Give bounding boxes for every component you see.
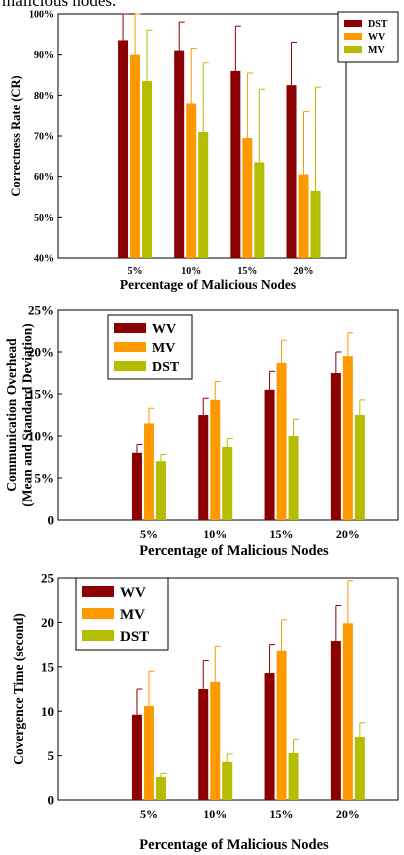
- bar-wv: [198, 689, 209, 800]
- bar-dst: [155, 461, 166, 520]
- legend-label: WV: [368, 32, 386, 43]
- bar-mv: [342, 623, 353, 800]
- y-axis-label: Communication Overhead(Mean and Standard…: [4, 323, 35, 506]
- y-axis-label: Covergence Time (second): [11, 613, 26, 765]
- legend-swatch-dst: [82, 630, 114, 641]
- bar-dst: [286, 85, 297, 259]
- x-tick-label: 15%: [270, 807, 294, 821]
- legend-label: WV: [152, 322, 176, 337]
- legend-label: DST: [152, 360, 180, 375]
- x-tick-label: 15%: [237, 266, 257, 277]
- header-text: malicious nodes.: [2, 0, 117, 10]
- bar-wv: [242, 138, 253, 258]
- bar-mv: [198, 131, 209, 258]
- x-axis-label: Percentage of Malicious Nodes: [139, 837, 329, 853]
- bar-wv: [131, 714, 142, 800]
- y-tick-label: 25%: [28, 303, 54, 318]
- y-tick-label: 5: [48, 748, 55, 763]
- x-tick-label: 5%: [140, 807, 158, 821]
- bar-wv: [330, 373, 341, 520]
- x-tick-label: 5%: [128, 266, 143, 277]
- bar-wv: [198, 415, 209, 520]
- y-axis-label-line: (Mean and Standard Deviation): [20, 323, 35, 506]
- y-tick-label: 100%: [29, 10, 54, 21]
- bar-mv: [276, 362, 287, 520]
- bar-wv: [330, 641, 341, 800]
- y-tick-label: 20%: [28, 345, 54, 360]
- y-tick-label: 90%: [34, 50, 54, 61]
- bar-dst: [155, 776, 166, 800]
- bar-dst: [222, 761, 233, 800]
- legend-label: MV: [368, 45, 385, 56]
- bar-wv: [131, 452, 142, 520]
- y-tick-label: 5%: [35, 471, 55, 486]
- x-tick-label: 10%: [203, 807, 227, 821]
- legend-label: DST: [120, 629, 149, 645]
- y-tick-label: 70%: [34, 132, 54, 143]
- x-axis-label: Percentage of Malicious Nodes: [139, 543, 329, 559]
- bar-dst: [118, 40, 129, 258]
- y-tick-label: 15%: [28, 387, 54, 402]
- legend-swatch-dst: [114, 361, 146, 371]
- y-tick-label: 0: [48, 793, 55, 808]
- bar-wv: [264, 673, 275, 800]
- legend-swatch-dst: [344, 20, 362, 27]
- legend-swatch-wv: [82, 586, 114, 597]
- legend-swatch-mv: [82, 608, 114, 619]
- bar-mv: [342, 356, 353, 520]
- bar-wv: [298, 174, 309, 258]
- bar-mv: [142, 81, 153, 258]
- bar-wv: [130, 54, 141, 258]
- x-axis-label: Percentage of Malicious Nodes: [120, 277, 296, 292]
- legend-label: DST: [368, 19, 388, 30]
- x-tick-label: 20%: [294, 266, 314, 277]
- y-tick-label: 25: [41, 571, 55, 586]
- y-tick-label: 60%: [34, 172, 54, 183]
- convergence-time-chart: 0 5 10 15 20 25 5% 10% 15% 20% Percentage of Malic…: [11, 571, 399, 853]
- y-axis-label-line: Covergence Time (second): [11, 613, 26, 765]
- bar-dst: [222, 446, 233, 520]
- y-axis-label-line: Communication Overhead: [4, 338, 19, 492]
- bar-mv: [254, 162, 265, 258]
- y-tick-label: 0: [48, 513, 55, 528]
- legend-swatch-mv: [114, 342, 146, 352]
- y-tick-label: 50%: [34, 213, 54, 224]
- x-tick-label: 20%: [336, 807, 360, 821]
- bar-mv: [210, 681, 221, 800]
- bar-dst: [288, 436, 299, 520]
- x-tick-label: 10%: [181, 266, 201, 277]
- y-axis-label: Correctness Rate (CR): [9, 75, 23, 196]
- bar-dst: [354, 736, 365, 800]
- bar-mv: [310, 190, 321, 258]
- bar-mv: [210, 399, 221, 520]
- x-tick-label: 10%: [203, 527, 227, 541]
- communication-overhead-chart: 0 5% 10% 15% 20% 25% 5% 10% 15% 20% Percentage of …: [4, 303, 399, 559]
- bar-mv: [143, 423, 154, 520]
- y-tick-label: 15: [41, 659, 55, 674]
- x-tick-label: 15%: [270, 527, 294, 541]
- bar-dst: [230, 70, 241, 258]
- bar-wv: [186, 103, 197, 258]
- correctness-rate-chart: 40% 50% 60% 70% 80% 90% 100% 5% 10% 15% 20%Percent…: [9, 10, 399, 292]
- y-tick-label: 80%: [34, 91, 54, 102]
- bar-dst: [288, 752, 299, 800]
- bar-mv: [276, 650, 287, 800]
- x-tick-label: 20%: [336, 527, 360, 541]
- bar-mv: [143, 705, 154, 800]
- x-tick-label: 5%: [140, 527, 158, 541]
- y-tick-label: 20: [41, 615, 54, 630]
- legend-label: MV: [120, 607, 145, 623]
- legend-label: WV: [120, 585, 146, 601]
- legend-label: MV: [152, 341, 175, 356]
- bar-dst: [174, 50, 185, 258]
- legend-swatch-mv: [344, 46, 362, 53]
- legend-swatch-wv: [114, 323, 146, 333]
- bar-wv: [264, 389, 275, 520]
- legend-swatch-wv: [344, 33, 362, 40]
- y-axis-label-line: Correctness Rate (CR): [9, 75, 23, 196]
- y-tick-label: 10: [41, 704, 54, 719]
- y-tick-label: 10%: [28, 429, 54, 444]
- y-tick-label: 40%: [34, 254, 54, 265]
- bar-dst: [354, 415, 365, 520]
